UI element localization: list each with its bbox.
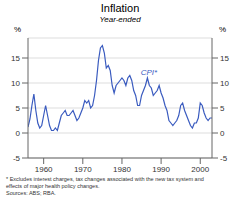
html-text:Year-ended: Year-ended bbox=[99, 15, 141, 24]
html-text:Inflation: Inflation bbox=[100, 2, 140, 14]
svg-text:5: 5 bbox=[220, 104, 225, 113]
svg-text:-5: -5 bbox=[220, 154, 228, 163]
svg-text:1980: 1980 bbox=[113, 165, 131, 174]
svg-text:10: 10 bbox=[11, 79, 20, 88]
svg-text:CPI*: CPI* bbox=[141, 68, 158, 77]
svg-text:10: 10 bbox=[220, 79, 229, 88]
svg-text:1990: 1990 bbox=[152, 165, 170, 174]
svg-text:5: 5 bbox=[16, 104, 21, 113]
svg-text:2000: 2000 bbox=[191, 165, 209, 174]
svg-text:0: 0 bbox=[16, 129, 21, 138]
svg-text:0: 0 bbox=[220, 129, 225, 138]
svg-text:15: 15 bbox=[11, 54, 20, 63]
svg-text:-5: -5 bbox=[13, 154, 21, 163]
svg-text:1970: 1970 bbox=[74, 165, 92, 174]
svg-text:1960: 1960 bbox=[35, 165, 53, 174]
svg-text:15: 15 bbox=[220, 54, 229, 63]
html-text:* Excludes interest charges, t: * Excludes interest charges, tax changes… bbox=[6, 176, 204, 196]
